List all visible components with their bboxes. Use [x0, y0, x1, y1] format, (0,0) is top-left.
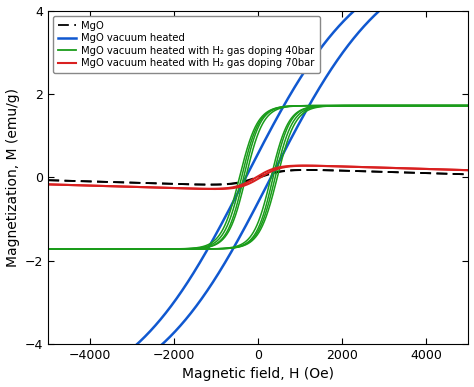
Legend: MgO, MgO vacuum heated, MgO vacuum heated with H₂ gas doping 40bar, MgO vacuum h: MgO, MgO vacuum heated, MgO vacuum heate…	[54, 15, 320, 73]
X-axis label: Magnetic field, H (Oe): Magnetic field, H (Oe)	[182, 367, 334, 382]
Y-axis label: Magnetization, M (emu/g): Magnetization, M (emu/g)	[6, 88, 19, 267]
